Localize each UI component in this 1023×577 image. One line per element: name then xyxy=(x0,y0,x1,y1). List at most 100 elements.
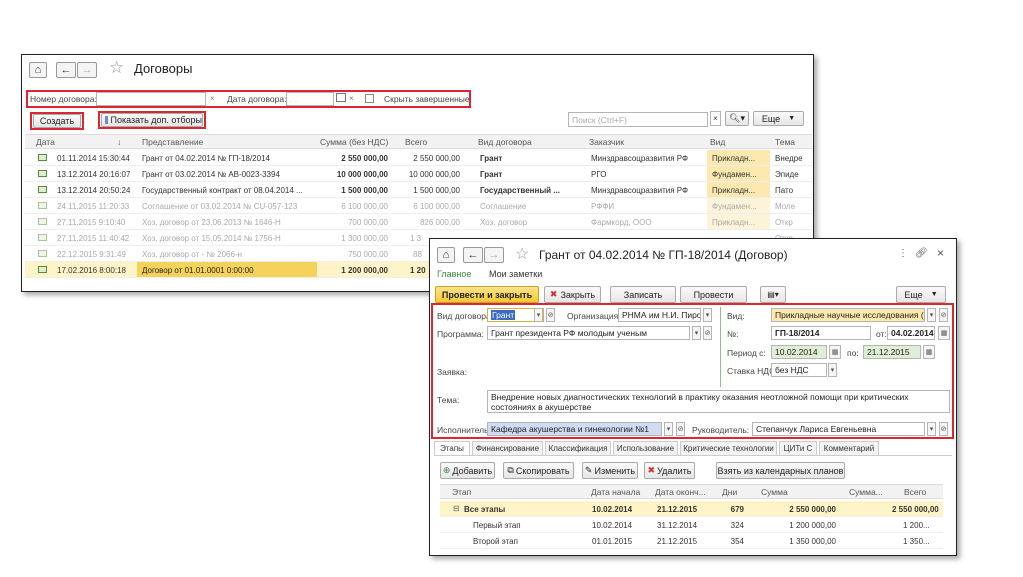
column-header-contract-type[interactable]: Вид договора xyxy=(478,137,532,147)
column-header-sum[interactable]: Сумма (без НДС) xyxy=(320,137,389,147)
tab-comment[interactable]: Комментарий xyxy=(819,441,879,455)
favorite-star-icon[interactable]: ☆ xyxy=(109,58,125,77)
take-from-plans-button[interactable]: Взять из календарных планов xyxy=(716,462,845,479)
document-title: Грант от 04.02.2014 № ГП-18/2014 (Догово… xyxy=(539,248,788,262)
open-link-icon[interactable]: ⊘ xyxy=(676,422,685,436)
open-link-icon[interactable]: ⊘ xyxy=(939,308,948,322)
chevron-down-icon[interactable]: ▾ xyxy=(534,308,543,322)
row-total: 1 20 xyxy=(410,266,426,275)
window-menu-icon[interactable]: ⋮ xyxy=(898,248,908,259)
from-date-field[interactable]: 04.02.2014 xyxy=(887,326,935,340)
chevron-down-icon[interactable]: ▾ xyxy=(664,422,673,436)
period-from-field[interactable]: 10.02.2014 xyxy=(771,345,827,359)
program-field[interactable]: Грант президента РФ молодым ученым xyxy=(487,326,690,340)
contract-type-field[interactable]: Грант xyxy=(487,308,544,322)
tab-usage[interactable]: Использование xyxy=(613,441,678,455)
column-header-sum[interactable]: Сумма xyxy=(761,487,788,497)
print-menu-button[interactable]: ▤▾ xyxy=(760,286,786,303)
home-button[interactable]: ⌂ xyxy=(29,62,47,78)
table-row[interactable]: 27.11.2015 9:10:40 Хоз. договор от 23.06… xyxy=(25,214,812,230)
clear-date-icon[interactable]: × xyxy=(349,94,354,103)
back-button[interactable]: ← xyxy=(463,247,483,263)
head-label: Руководитель: xyxy=(692,425,750,435)
post-button[interactable]: Провести xyxy=(680,286,747,303)
open-link-icon[interactable]: ⊘ xyxy=(546,308,555,322)
table-row[interactable]: 13.12.2014 20:50:24 Государственный конт… xyxy=(25,182,812,198)
add-stage-button[interactable]: ⊕ Добавить xyxy=(440,462,495,479)
chevron-down-icon[interactable]: ▾ xyxy=(703,308,712,322)
collapse-icon[interactable]: ⊟ xyxy=(453,504,460,513)
table-row[interactable]: 13.12.2014 20:16:07 Грант от 03.02.2014 … xyxy=(25,166,812,182)
clear-search-icon[interactable]: × xyxy=(710,111,721,126)
link-icon[interactable]: 🔗︎ xyxy=(915,248,928,259)
column-header-kind[interactable]: Вид xyxy=(710,137,726,147)
edit-stage-button[interactable]: ✎ Изменить xyxy=(582,462,638,479)
clear-icon[interactable]: × xyxy=(210,94,215,103)
chevron-down-icon[interactable]: ▾ xyxy=(828,363,837,377)
column-header-end[interactable]: Дата оконч... xyxy=(655,487,706,497)
kind-field[interactable]: Прикладные научные исследования (НИР) xyxy=(771,308,925,322)
tab-classification[interactable]: Классификация xyxy=(545,441,611,455)
search-icon: 🔍︎▾ xyxy=(729,113,745,123)
calendar-icon[interactable]: ▦ xyxy=(938,326,950,340)
tab-stages[interactable]: Этапы xyxy=(434,441,470,455)
topic-field[interactable]: Внедрение новых диагностических технолог… xyxy=(487,390,950,413)
column-header-theme[interactable]: Тема xyxy=(775,137,796,147)
table-header xyxy=(25,134,812,149)
search-button[interactable]: 🔍︎▾ xyxy=(725,111,749,126)
calendar-icon[interactable] xyxy=(336,93,346,102)
chevron-down-icon[interactable]: ▾ xyxy=(927,422,936,436)
column-header-date[interactable]: Дата xyxy=(36,137,55,147)
calendar-icon[interactable]: ▦ xyxy=(829,345,841,359)
hide-completed-checkbox[interactable] xyxy=(365,94,374,103)
calendar-icon[interactable]: ▦ xyxy=(923,345,935,359)
head-field[interactable]: Степанчук Лариса Евгеньевна xyxy=(752,422,925,436)
date-filter-input[interactable]: . . xyxy=(286,92,334,106)
period-to-field[interactable]: 21.12.2015 xyxy=(863,345,921,359)
stage-row-total[interactable]: ⊟ Все этапы 10.02.2014 21.12.2015 679 2 … xyxy=(440,501,943,517)
column-header-total[interactable]: Всего xyxy=(405,137,428,147)
tab-critical-tech[interactable]: Критические технологии xyxy=(680,441,777,455)
column-header-sum2[interactable]: Сумма... xyxy=(849,487,883,497)
chevron-down-icon[interactable]: ▾ xyxy=(927,308,936,322)
close-button[interactable]: ✖ Закрыть xyxy=(544,286,601,303)
nav-main-link[interactable]: Главное xyxy=(437,269,472,279)
column-header-start[interactable]: Дата начала xyxy=(591,487,641,497)
stage-row[interactable]: Первый этап 10.02.2014 31.12.2014 324 1 … xyxy=(440,517,943,533)
post-and-close-button[interactable]: Провести и закрыть xyxy=(435,286,539,303)
executor-field[interactable]: Кафедра акушерства и гинекологии №1 xyxy=(487,422,662,436)
column-header-representation[interactable]: Представление xyxy=(142,137,204,147)
home-button[interactable]: ⌂ xyxy=(437,247,455,263)
favorite-star-icon[interactable]: ☆ xyxy=(515,246,530,263)
stage-row[interactable]: Второй этап 01.01.2015 21.12.2015 354 1 … xyxy=(440,533,943,549)
org-field[interactable]: РНМА им Н.И. Пирогов xyxy=(618,308,701,322)
save-button[interactable]: Записать xyxy=(610,286,676,303)
tab-financing[interactable]: Финансирование xyxy=(472,441,543,455)
forward-button[interactable]: → xyxy=(484,247,504,263)
more-button[interactable]: Еще ▼ xyxy=(753,111,804,126)
create-button[interactable]: Создать xyxy=(33,114,81,128)
chevron-down-icon[interactable]: ▾ xyxy=(692,326,701,340)
search-input[interactable]: Поиск (Ctrl+F) xyxy=(568,112,708,127)
column-header-days[interactable]: Дни xyxy=(722,487,738,497)
open-link-icon[interactable]: ⊘ xyxy=(703,326,712,340)
vat-field[interactable]: без НДС xyxy=(771,363,827,377)
column-header-stage[interactable]: Этап xyxy=(452,487,472,497)
forward-button[interactable]: → xyxy=(77,62,97,78)
back-button[interactable]: ← xyxy=(56,62,76,78)
nav-notes-link[interactable]: Мои заметки xyxy=(489,269,543,279)
delete-stage-button[interactable]: ✖ Удалить xyxy=(644,462,695,479)
column-header-total[interactable]: Всего xyxy=(904,487,927,497)
more-button[interactable]: Еще ▼ xyxy=(896,286,946,303)
show-filters-button[interactable]: Показать доп. отборы xyxy=(101,113,203,127)
sort-arrow-icon[interactable]: ↓ xyxy=(117,137,122,147)
close-icon[interactable]: × xyxy=(937,246,945,260)
number-field[interactable]: ГП-18/2014 xyxy=(771,326,871,340)
open-link-icon[interactable]: ⊘ xyxy=(939,422,948,436)
column-header-customer[interactable]: Заказчик xyxy=(589,137,624,147)
tab-citis[interactable]: ЦИТи С xyxy=(779,441,817,455)
copy-stage-button[interactable]: ⧉ Скопировать xyxy=(503,462,574,479)
table-row[interactable]: 01.11.2014 15:30:44 Грант от 04.02.2014 … xyxy=(25,150,812,166)
table-row[interactable]: 24.11.2015 11:20:33 Соглашение от 03.02.… xyxy=(25,198,812,214)
number-filter-input[interactable] xyxy=(96,92,206,106)
